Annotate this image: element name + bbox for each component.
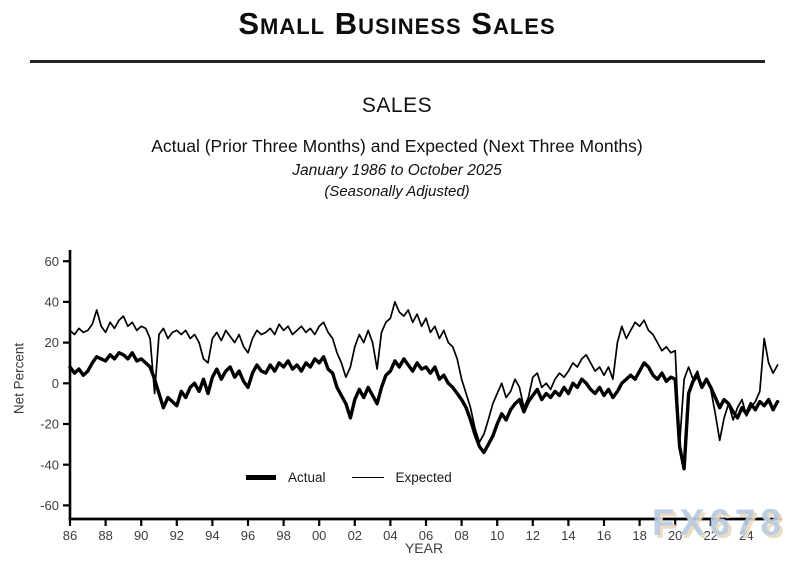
legend-actual-label: Actual [288, 470, 326, 485]
x-tick-label: 04 [383, 528, 397, 543]
y-tick-label: 60 [45, 254, 59, 269]
x-tick-label: 92 [170, 528, 184, 543]
y-tick-label: 40 [45, 295, 59, 310]
chart-subtitle: Actual (Prior Three Months) and Expected… [151, 136, 643, 156]
x-tick-label: 86 [63, 528, 77, 543]
chart-title: SALES [361, 94, 433, 117]
chart-adjustment: (Seasonally Adjusted) [324, 183, 470, 200]
y-tick-label: -60 [40, 498, 59, 513]
legend-actual-line-sample [246, 475, 276, 480]
y-tick-label: 0 [52, 376, 59, 391]
y-tick-label: 20 [45, 335, 59, 350]
x-tick-label: 24 [739, 528, 753, 543]
x-tick-label: 22 [704, 528, 718, 543]
x-tick-label: 98 [276, 528, 290, 543]
header-divider [30, 60, 765, 63]
x-tick-label: 94 [205, 528, 219, 543]
y-tick-label: -40 [40, 457, 59, 472]
x-tick-label: 16 [597, 528, 611, 543]
x-tick-label: 96 [241, 528, 255, 543]
x-tick-label: 12 [526, 528, 540, 543]
y-tick-label: -20 [40, 417, 59, 432]
legend-expected-label: Expected [395, 470, 452, 485]
x-tick-label: 06 [419, 528, 433, 543]
x-tick-label: 90 [134, 528, 148, 543]
x-tick-label: 14 [561, 528, 575, 543]
chart-period: January 1986 to October 2025 [292, 162, 502, 179]
x-tick-label: 10 [490, 528, 504, 543]
x-tick-label: 00 [312, 528, 326, 543]
x-tick-label: 88 [98, 528, 112, 543]
x-tick-label: 18 [632, 528, 646, 543]
page-title: Small Business Sales [238, 6, 556, 41]
legend-expected-line-sample [351, 476, 384, 479]
y-axis-title: Net Percent [11, 342, 27, 415]
x-axis-title: YEAR [404, 540, 444, 556]
legend: Actual Expected [246, 470, 452, 485]
series-line-expected [69, 301, 779, 446]
series-line-actual [68, 351, 780, 471]
watermark: FX678 [652, 502, 787, 543]
x-tick-label: 08 [454, 528, 468, 543]
x-tick-label: 20 [668, 528, 682, 543]
x-tick-label: 02 [348, 528, 362, 543]
